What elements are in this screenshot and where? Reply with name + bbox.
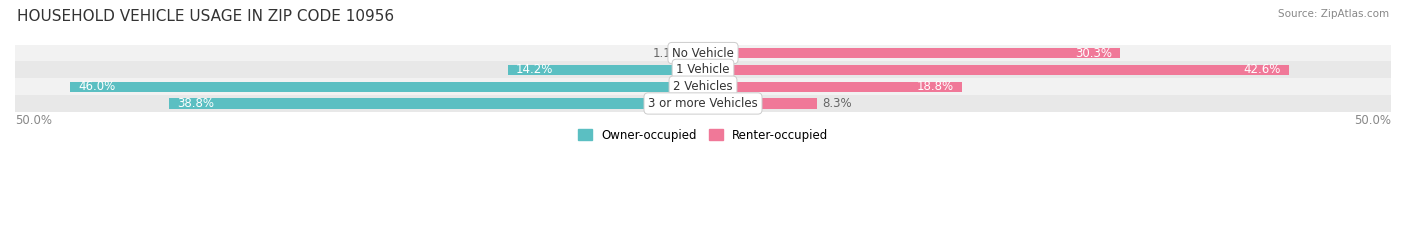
FancyBboxPatch shape: [15, 78, 1391, 95]
Text: 38.8%: 38.8%: [177, 97, 214, 110]
Text: 14.2%: 14.2%: [516, 63, 553, 76]
Text: 42.6%: 42.6%: [1243, 63, 1281, 76]
Text: 1 Vehicle: 1 Vehicle: [676, 63, 730, 76]
Bar: [70, 82, 703, 92]
Text: Source: ZipAtlas.com: Source: ZipAtlas.com: [1278, 9, 1389, 19]
Bar: [169, 99, 703, 109]
Bar: [508, 65, 703, 75]
FancyBboxPatch shape: [15, 95, 1391, 112]
Text: 2 Vehicles: 2 Vehicles: [673, 80, 733, 93]
Text: No Vehicle: No Vehicle: [672, 47, 734, 60]
Legend: Owner-occupied, Renter-occupied: Owner-occupied, Renter-occupied: [572, 124, 834, 147]
Text: 1.1%: 1.1%: [652, 47, 682, 60]
Bar: [703, 65, 1289, 75]
FancyBboxPatch shape: [15, 45, 1391, 62]
Bar: [703, 82, 962, 92]
Text: 50.0%: 50.0%: [15, 114, 52, 127]
Text: 3 or more Vehicles: 3 or more Vehicles: [648, 97, 758, 110]
Text: HOUSEHOLD VEHICLE USAGE IN ZIP CODE 10956: HOUSEHOLD VEHICLE USAGE IN ZIP CODE 1095…: [17, 9, 394, 24]
Text: 50.0%: 50.0%: [1354, 114, 1391, 127]
Text: 46.0%: 46.0%: [79, 80, 115, 93]
FancyBboxPatch shape: [15, 62, 1391, 78]
Bar: [703, 48, 1121, 58]
Text: 18.8%: 18.8%: [917, 80, 953, 93]
Bar: [703, 99, 817, 109]
Text: 30.3%: 30.3%: [1074, 47, 1112, 60]
Bar: [688, 48, 703, 58]
Text: 8.3%: 8.3%: [823, 97, 852, 110]
